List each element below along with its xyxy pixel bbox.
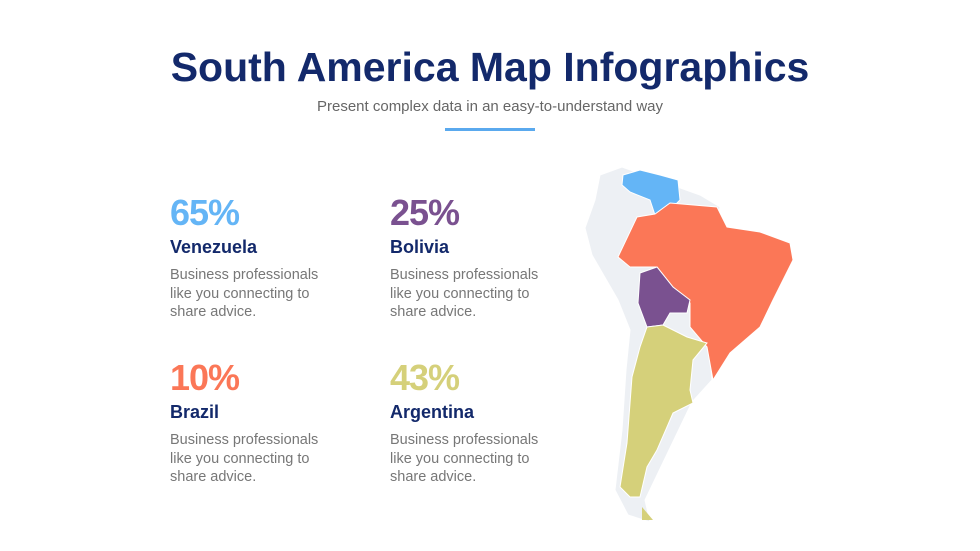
stat-country: Venezuela	[170, 237, 258, 257]
stat-country: Brazil	[170, 402, 220, 422]
title-underline	[445, 128, 535, 131]
stat-card-argentina: 43% Argentina Business professionals lik…	[390, 358, 590, 487]
page-title: South America Map Infographics	[170, 44, 810, 90]
stat-card-venezuela: 65% Venezuela Business professionals lik…	[170, 193, 370, 322]
stat-percent: 25%	[390, 192, 460, 233]
map-region-bolivia	[637, 266, 691, 328]
map-region-tierra-del-fuego	[642, 507, 653, 520]
stat-card-brazil: 10% Brazil Business professionals like y…	[170, 358, 370, 487]
stat-country: Bolivia	[390, 237, 450, 257]
page-subtitle: Present complex data in an easy-to-under…	[316, 98, 664, 115]
map-region-argentina	[619, 324, 708, 498]
stat-description: Business professionals like you connecti…	[390, 267, 539, 320]
stat-description: Business professionals like you connecti…	[170, 432, 319, 485]
stat-percent: 43%	[390, 357, 460, 398]
stat-description: Business professionals like you connecti…	[170, 267, 319, 320]
stat-card-bolivia: 25% Bolivia Business professionals like …	[390, 193, 590, 322]
stat-percent: 10%	[170, 357, 240, 398]
stat-country: Argentina	[390, 402, 475, 422]
stat-percent: 65%	[170, 192, 240, 233]
stat-description: Business professionals like you connecti…	[390, 432, 539, 485]
